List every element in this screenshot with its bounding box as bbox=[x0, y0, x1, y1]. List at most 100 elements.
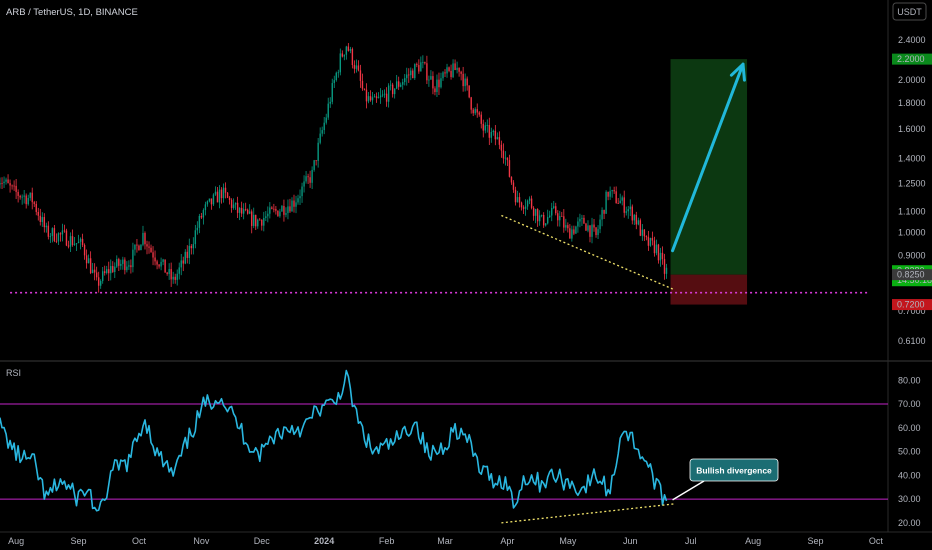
candle-body bbox=[263, 218, 265, 226]
candle-body bbox=[226, 192, 229, 198]
candle-body bbox=[549, 215, 551, 218]
candle-body bbox=[393, 88, 396, 95]
candle-body bbox=[116, 259, 118, 267]
candle-body bbox=[273, 208, 275, 210]
candle-body bbox=[238, 207, 241, 213]
time-tick-label: 2024 bbox=[314, 536, 334, 546]
candle-body bbox=[144, 232, 146, 245]
candle-body bbox=[518, 197, 521, 203]
candle-body bbox=[371, 97, 374, 101]
candle-body bbox=[440, 78, 442, 88]
candle-body bbox=[379, 95, 382, 98]
candle-body bbox=[132, 249, 134, 268]
candle-body bbox=[301, 186, 303, 197]
candle-body bbox=[83, 244, 86, 256]
candle-body bbox=[246, 209, 249, 214]
candle-body bbox=[331, 83, 333, 102]
bullish-divergence-callout[interactable]: Bullish divergence bbox=[672, 458, 779, 501]
candle-body bbox=[148, 246, 150, 248]
candle-body bbox=[313, 160, 315, 170]
candle-body bbox=[251, 211, 253, 226]
candle-body bbox=[97, 277, 100, 286]
candle-body bbox=[607, 191, 609, 197]
price-tick-label: 1.6000 bbox=[898, 124, 926, 134]
candle-body bbox=[114, 266, 116, 272]
candle-body bbox=[583, 217, 585, 224]
candle-body bbox=[347, 46, 350, 51]
candle-body bbox=[398, 81, 400, 87]
candle-body bbox=[333, 80, 335, 84]
candle-body bbox=[19, 195, 21, 198]
rsi-tick-label: 50.00 bbox=[898, 447, 921, 457]
candle-body bbox=[33, 202, 35, 204]
price-tag bbox=[892, 269, 932, 281]
price-tag-countdown: 14:50:18 bbox=[897, 275, 932, 285]
candle-body bbox=[156, 261, 158, 265]
candle-body bbox=[655, 244, 658, 254]
time-tick-label: Jul bbox=[685, 536, 697, 546]
candle-body bbox=[240, 207, 243, 214]
candle-body bbox=[202, 210, 205, 218]
candle-body bbox=[540, 214, 543, 216]
candle-body bbox=[375, 96, 378, 99]
currency-button[interactable]: USDT bbox=[892, 2, 927, 21]
candle-body bbox=[514, 189, 517, 203]
candle-body bbox=[289, 206, 291, 212]
rsi-tick-label: 20.00 bbox=[898, 518, 921, 528]
rsi-tick-label: 30.00 bbox=[898, 494, 921, 504]
candle-body bbox=[87, 258, 90, 264]
candle-body bbox=[639, 220, 642, 236]
candle-body bbox=[81, 238, 84, 245]
target-arrow[interactable] bbox=[671, 62, 746, 253]
candle-body bbox=[23, 195, 25, 197]
candle-body bbox=[295, 202, 297, 207]
candle-body bbox=[128, 265, 130, 267]
candle-body bbox=[190, 245, 193, 249]
candle-body bbox=[365, 89, 368, 102]
candle-body bbox=[488, 125, 491, 138]
candle-body bbox=[569, 228, 571, 239]
time-tick-label: Sep bbox=[71, 536, 87, 546]
candle-body bbox=[460, 71, 462, 74]
candle-body bbox=[422, 62, 424, 63]
candle-body bbox=[563, 216, 565, 228]
price-pane bbox=[0, 43, 870, 305]
candle-body bbox=[581, 217, 583, 219]
candle-body bbox=[305, 176, 307, 182]
candle-body bbox=[573, 229, 575, 234]
candle-body bbox=[283, 205, 285, 215]
candle-body bbox=[404, 78, 406, 83]
candle-body bbox=[420, 62, 422, 72]
candle-body bbox=[428, 79, 430, 81]
candle-body bbox=[293, 200, 295, 207]
time-tick-label: Apr bbox=[500, 536, 514, 546]
price-tag-value: 2.2000 bbox=[897, 54, 925, 64]
candle-body bbox=[462, 73, 464, 87]
candle-body bbox=[37, 211, 39, 216]
price-tag-value: 0.7200 bbox=[897, 300, 925, 310]
candle-body bbox=[329, 101, 331, 104]
candle-body bbox=[99, 281, 102, 286]
candle-body bbox=[565, 225, 567, 228]
candle-body bbox=[496, 137, 499, 140]
time-tick-label: Nov bbox=[193, 536, 210, 546]
long-position-tool[interactable] bbox=[670, 59, 748, 305]
candle-body bbox=[492, 130, 495, 133]
candle-body bbox=[170, 269, 172, 280]
rsi-trendline[interactable] bbox=[501, 503, 675, 524]
candle-body bbox=[357, 65, 360, 71]
candle-body bbox=[222, 187, 225, 199]
candle-body bbox=[13, 185, 15, 187]
candle-body bbox=[530, 198, 533, 208]
candle-body bbox=[319, 133, 321, 143]
price-tick-label: 2.0000 bbox=[898, 75, 926, 85]
candle-body bbox=[63, 230, 66, 232]
candle-body bbox=[35, 203, 37, 212]
candle-body bbox=[210, 198, 213, 205]
candle-body bbox=[21, 196, 23, 198]
candle-body bbox=[561, 216, 563, 217]
candle-body bbox=[11, 185, 13, 187]
candle-body bbox=[516, 197, 519, 203]
